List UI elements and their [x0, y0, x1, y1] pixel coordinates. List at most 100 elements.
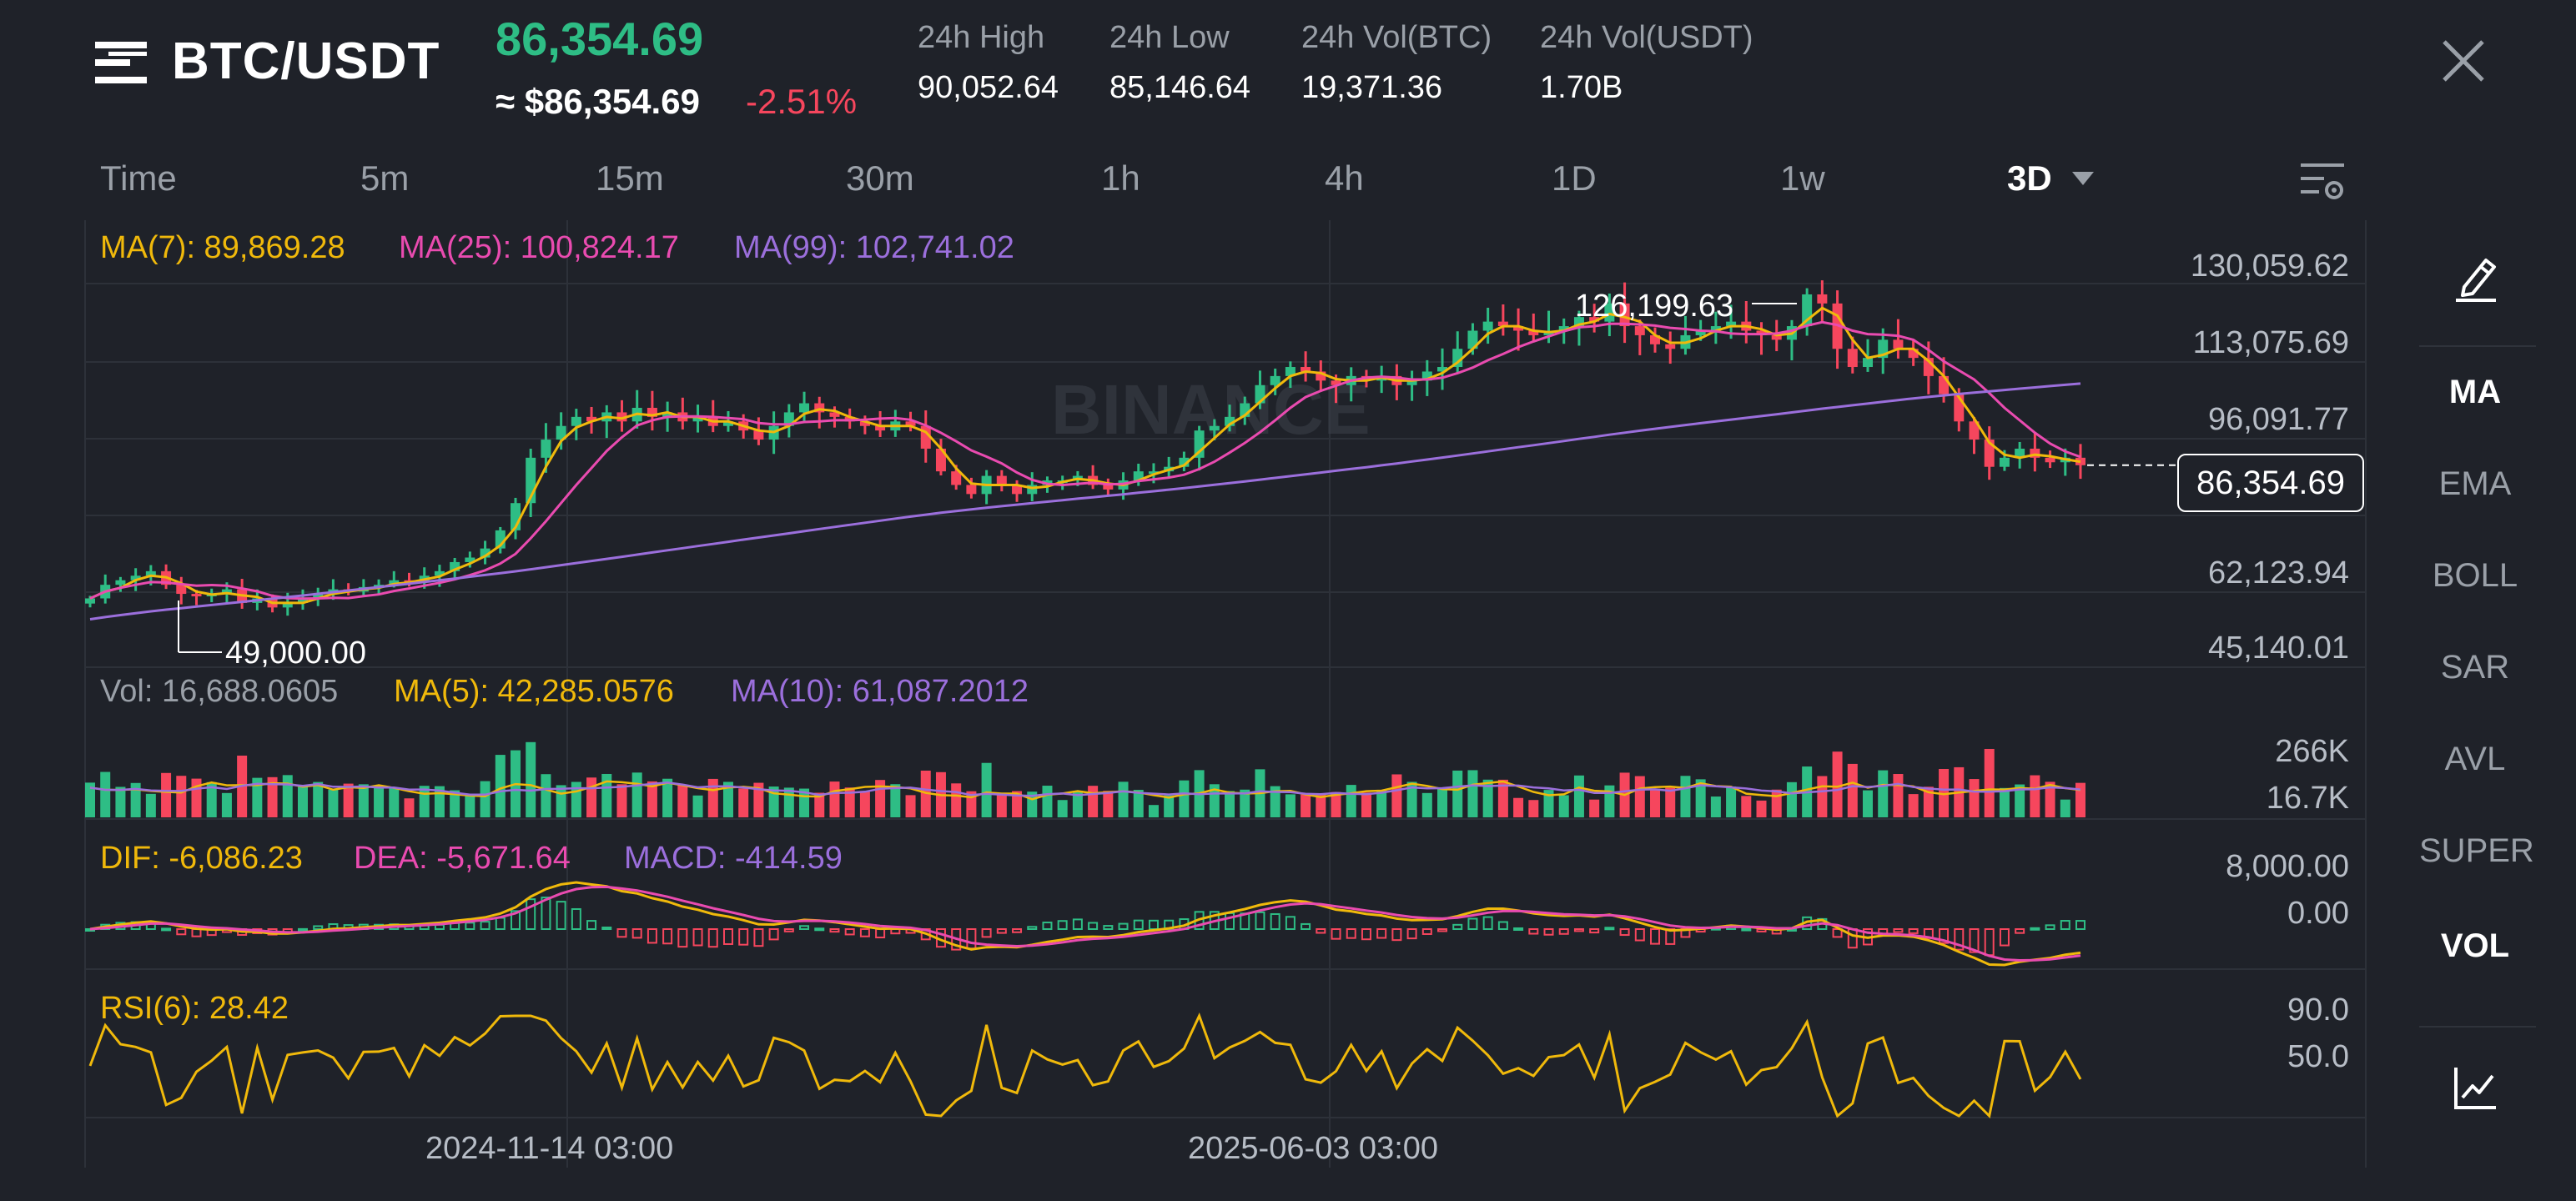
candle-body — [1421, 371, 1432, 381]
current-price-tag[interactable]: 86,354.69 — [2177, 454, 2364, 512]
macd-bar — [996, 928, 1007, 934]
vol-ma5-line — [89, 780, 2081, 801]
macd-bar — [1103, 925, 1114, 930]
macd-bar — [1543, 928, 1554, 936]
macd-bar — [2045, 924, 2055, 930]
ma99-indicator: MA(99): 102,741.02 — [734, 230, 1014, 265]
line-chart-icon[interactable] — [2453, 1064, 2499, 1111]
volume-bar — [647, 781, 657, 817]
volume-bar — [1133, 790, 1144, 817]
candle-body — [1331, 380, 1341, 385]
rsi-indicator: RSI(6): 28.42 — [100, 991, 289, 1026]
tab-3d[interactable]: 3D — [2007, 158, 2052, 198]
volume-bar — [1786, 781, 1797, 817]
volume-bar — [890, 784, 901, 817]
macd-bar — [480, 921, 491, 931]
price-axis-label: 62,123.94 — [2207, 555, 2349, 590]
sidebar-item-sar[interactable]: SAR — [2440, 649, 2510, 686]
macd-bar — [981, 928, 992, 938]
macd-bar — [692, 928, 703, 947]
volume-bar — [1969, 779, 1980, 817]
vol-ma5-indicator: MA(5): 42,285.0576 — [394, 674, 674, 709]
pair-title[interactable]: BTC/USDT — [172, 33, 440, 90]
tab-1w[interactable]: 1w — [1780, 158, 1825, 198]
price-axis-label: 130,059.62 — [2190, 249, 2349, 284]
volume-bar — [1452, 770, 1463, 817]
candle-body — [145, 570, 156, 576]
volume-bar — [1923, 786, 1934, 817]
macd-bar — [1331, 928, 1341, 940]
chevron-down-icon[interactable] — [2072, 172, 2094, 185]
high-price-marker: 126,199.63 — [1575, 289, 1734, 324]
candle-body — [313, 594, 324, 599]
macd-bar — [2075, 920, 2085, 930]
tab-time[interactable]: Time — [100, 158, 177, 198]
volume-bar — [996, 792, 1007, 817]
sidebar-item-avl[interactable]: AVL — [2444, 741, 2506, 777]
macd-bar — [768, 928, 779, 941]
macd-bar — [176, 928, 187, 936]
volume-bar — [1589, 799, 1600, 817]
volume-bar — [1695, 779, 1706, 817]
candle-body — [176, 585, 187, 595]
macd-bar — [1027, 926, 1038, 930]
volume-bar — [267, 776, 278, 817]
volume-bar — [1072, 790, 1083, 817]
volume-bar — [1391, 774, 1402, 817]
tab-5m[interactable]: 5m — [360, 158, 410, 198]
volume-bar — [1543, 790, 1554, 817]
tab-15m[interactable]: 15m — [596, 158, 664, 198]
sidebar-item-super[interactable]: SUPER — [2419, 832, 2534, 869]
volume-bar — [829, 781, 840, 817]
macd-bar — [783, 928, 794, 932]
tab-4h[interactable]: 4h — [1325, 158, 1364, 198]
sidebar-item-vol[interactable]: VOL — [2440, 927, 2510, 964]
sidebar-item-boll[interactable]: BOLL — [2432, 557, 2518, 594]
volume-bar — [1726, 786, 1737, 817]
tab-1h[interactable]: 1h — [1101, 158, 1140, 198]
candle-body — [1148, 471, 1159, 475]
sidebar-item-ema[interactable]: EMA — [2438, 465, 2512, 502]
volume-bar — [1285, 794, 1296, 817]
candle-body — [2045, 457, 2055, 463]
macd-bar — [297, 927, 308, 932]
volume-bar — [1908, 794, 1919, 817]
volume-bar — [814, 792, 825, 817]
menu-icon[interactable] — [95, 37, 147, 88]
candle-body — [859, 421, 870, 426]
macd-dea-line — [89, 885, 2081, 962]
sidebar-divider — [2419, 345, 2536, 347]
candle-body — [1999, 457, 2010, 467]
macd-bar — [1406, 928, 1417, 940]
volume-bar — [738, 788, 749, 817]
macd-bar — [829, 928, 840, 933]
volume-bar — [1346, 785, 1356, 817]
price-usd-approx: ≈ $86,354.69 — [496, 82, 700, 121]
volume-bar — [1680, 776, 1691, 817]
volume-bar — [1421, 792, 1432, 817]
macd-bar — [616, 928, 627, 938]
volume-bar — [1497, 779, 1508, 817]
close-icon[interactable] — [2439, 37, 2488, 85]
macd-bar — [510, 910, 521, 930]
candle-body — [1650, 334, 1661, 344]
sidebar-item-ma[interactable]: MA — [2448, 374, 2502, 410]
time-axis-label: 2025-06-03 03:00 — [1188, 1131, 1439, 1166]
volume-bar — [252, 777, 263, 817]
rsi-axis-label: 90.0 — [2287, 992, 2349, 1028]
volume-bar — [358, 784, 369, 817]
pencil-icon[interactable] — [2453, 254, 2499, 304]
volume-bar — [541, 774, 551, 817]
volume-bar — [859, 791, 870, 817]
candle-body — [692, 416, 703, 422]
macd-bar — [875, 928, 886, 939]
macd-bar — [859, 928, 870, 937]
volume-bar — [1847, 763, 1858, 817]
stat-24h-low-value: 85,146.64 — [1109, 70, 1251, 105]
volume-bar — [707, 778, 718, 817]
tab-30m[interactable]: 30m — [846, 158, 914, 198]
chart-settings-icon[interactable] — [2299, 160, 2346, 205]
tab-1d[interactable]: 1D — [1552, 158, 1597, 198]
macd-bar — [191, 928, 202, 937]
